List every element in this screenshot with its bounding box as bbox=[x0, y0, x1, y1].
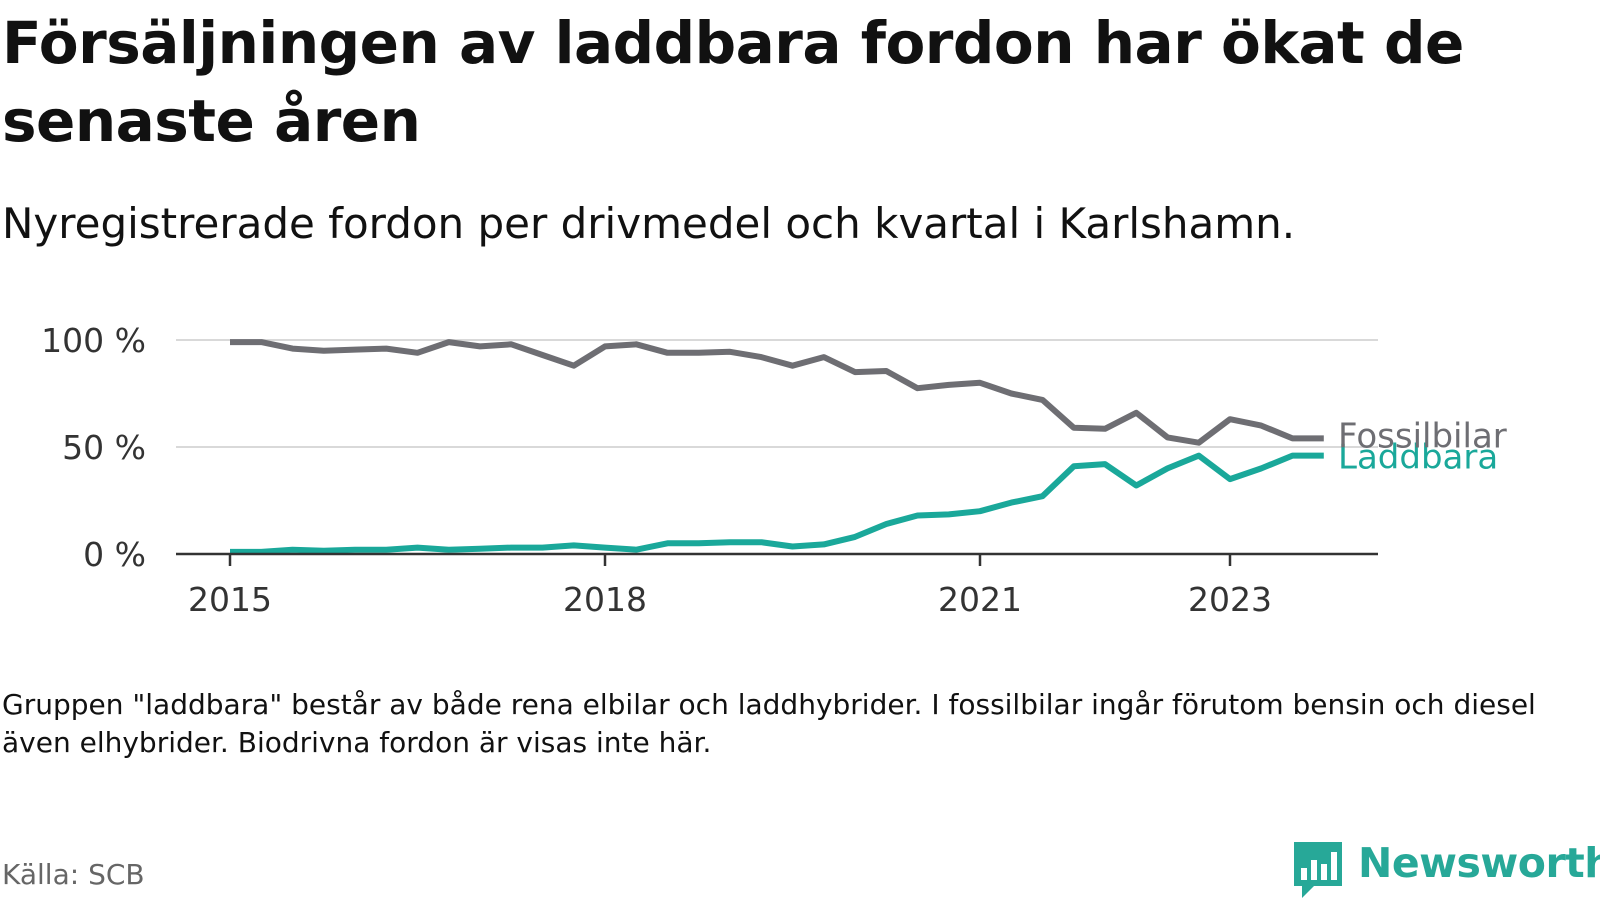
series-line-fossilbilar bbox=[230, 339, 1324, 446]
brand-logo-group: Newsworthy bbox=[1292, 840, 1600, 900]
chart-title: Försäljningen av laddbara fordon har öka… bbox=[2, 9, 1464, 155]
y-tick-label: 0 % bbox=[83, 535, 146, 574]
brand-name: Newsworthy bbox=[1358, 839, 1600, 887]
x-tick-label: 2015 bbox=[188, 580, 272, 619]
x-tick-label: 2023 bbox=[1188, 580, 1272, 619]
axis-layer bbox=[176, 552, 1378, 566]
x-tick-label: 2018 bbox=[563, 580, 647, 619]
y-tick-label: 50 % bbox=[62, 428, 146, 467]
chart-subtitle: Nyregistrerade fordon per drivmedel och … bbox=[2, 199, 1296, 248]
y-tick-label: 100 % bbox=[41, 321, 146, 360]
chart-note: Gruppen "laddbara" består av både rena e… bbox=[2, 688, 1536, 759]
newsworthy-logo-icon bbox=[1294, 842, 1342, 898]
line-chart: 0 % 50 % 100 % 2015 2018 2021 2023 LaddbaraFoss… bbox=[41, 321, 1507, 619]
series-label-laddbara: Laddbara bbox=[1338, 438, 1498, 478]
label-layer: 0 % 50 % 100 % 2015 2018 2021 2023 LaddbaraFoss… bbox=[41, 321, 1507, 619]
series-label-fossilbilar: Fossilbilar bbox=[1338, 416, 1507, 456]
source-credit: Källa: SCB bbox=[2, 858, 145, 891]
x-tick-label: 2021 bbox=[938, 580, 1022, 619]
series-line-laddbara bbox=[230, 452, 1324, 555]
series-layer bbox=[230, 339, 1324, 555]
grid-layer bbox=[176, 339, 1378, 448]
